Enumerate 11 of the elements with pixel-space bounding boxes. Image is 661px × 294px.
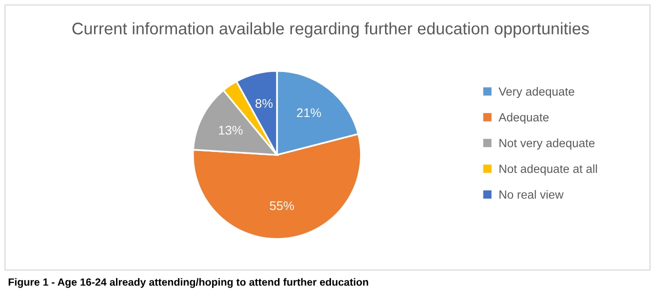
legend-label: Not adequate at all bbox=[500, 164, 597, 176]
legend-label: Very adequate bbox=[498, 87, 574, 98]
data-label: 8% bbox=[256, 99, 273, 108]
chart-title: Current information available regarding further education opportunities bbox=[72, 22, 589, 38]
data-label: 21% bbox=[296, 108, 321, 118]
legend-label: Adequate bbox=[498, 112, 549, 124]
data-label: 13% bbox=[219, 126, 243, 135]
data-label: 55% bbox=[270, 201, 294, 210]
caption: Figure 1 - Age 16-24 already attending/hoping to attend further education bbox=[8, 278, 368, 288]
legend-label: No real view bbox=[500, 190, 564, 199]
legend-label: Not very adequate bbox=[500, 138, 595, 150]
